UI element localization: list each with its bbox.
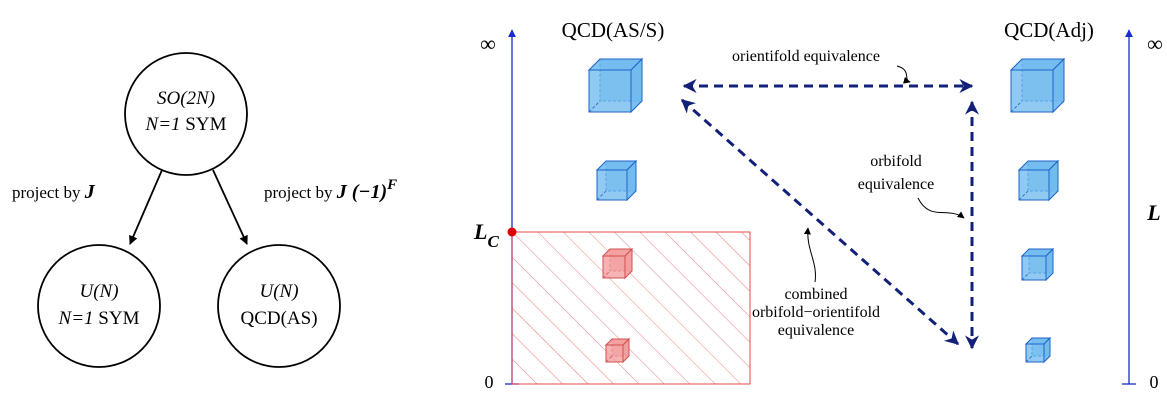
title-qcd-as-s: QCD(AS/S) (562, 18, 665, 42)
edge-left (129, 169, 163, 245)
node-un-sym-line1: U(N) (79, 281, 118, 302)
cube-as-s-inf (587, 57, 644, 114)
left-axis-zero: 0 (485, 372, 494, 392)
node-un-qcd-line1: U(N) (259, 281, 298, 302)
cube-adj-low2 (1024, 336, 1052, 364)
left-axis-infinity: ∞ (480, 31, 496, 56)
orbifold-label-line1: orbifold (870, 153, 922, 170)
combined-arrow (680, 98, 960, 346)
combined-label-line2: orbifold−orientifold (752, 304, 880, 321)
cube-adj-low1 (1020, 247, 1055, 282)
cube-adj-mid (1017, 159, 1060, 202)
combined-label-line1: combined (784, 286, 847, 303)
right-axis-length-label: L (1146, 200, 1160, 225)
orbifold-label-line2: equivalence (858, 176, 934, 193)
cube-as-s-low1 (601, 247, 634, 280)
right-axis-zero: 0 (1150, 372, 1159, 392)
orientifold-pointer (896, 65, 911, 84)
node-un-sym (37, 244, 161, 368)
combined-pointer (803, 227, 816, 283)
right-axis-infinity: ∞ (1147, 31, 1163, 56)
node-un-qcd (217, 244, 341, 368)
node-un-qcd-line2: QCD(AS) (240, 308, 317, 329)
cube-adj-inf (1009, 57, 1066, 114)
equivalence-diagram: QCD(AS/S) QCD(Adj) ∞ 0 LC ∞ 0 L orientif… (473, 18, 1163, 392)
node-so2n-line2: N=1 SYM (145, 114, 227, 135)
cubes-layer (587, 57, 1066, 364)
critical-point (507, 227, 517, 237)
node-un-sym-line2: N=1 SYM (58, 308, 140, 329)
combined-label-line3: equivalence (778, 322, 854, 339)
edge-left-label: project by J (12, 181, 96, 203)
orbifold-pointer (917, 197, 965, 219)
projection-diagram: SO(2N) N=1 SYM U(N) N=1 SYM U(N) QCD(AS)… (12, 52, 397, 368)
node-so2n-line1: SO(2N) (157, 88, 215, 109)
cube-as-s-low2 (604, 337, 631, 364)
edge-right-label: project by J (−1)F (264, 177, 397, 203)
title-qcd-adj: QCD(Adj) (1004, 18, 1094, 42)
node-so2n (124, 52, 248, 176)
critical-length-label: LC (473, 219, 499, 251)
cube-as-s-mid (595, 159, 638, 202)
edge-right (212, 169, 248, 245)
orientifold-label: orientifold equivalence (732, 48, 880, 65)
